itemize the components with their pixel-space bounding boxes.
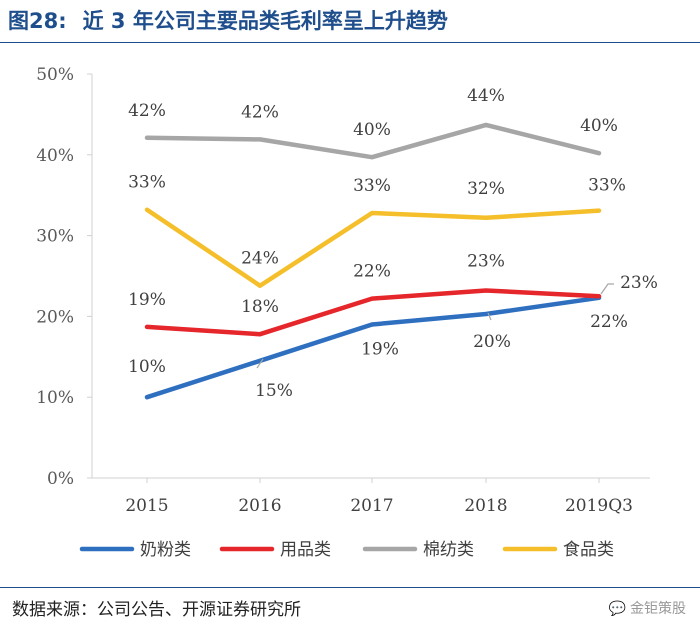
y-tick-label: 20%: [36, 307, 74, 327]
data-label: 23%: [467, 252, 505, 272]
y-tick-label: 40%: [36, 146, 74, 166]
x-tick-label: 2017: [350, 496, 393, 516]
x-tick-label: 2016: [238, 496, 281, 516]
legend-label-4: 食品类: [563, 540, 614, 560]
data-label: 33%: [128, 173, 166, 193]
legend-label-1: 奶粉类: [140, 540, 191, 560]
y-tick-label: 50%: [36, 65, 74, 85]
data-label: 22%: [590, 312, 628, 332]
data-label: 19%: [361, 339, 399, 359]
legend-label-2: 用品类: [280, 540, 331, 560]
data-label: 18%: [241, 297, 279, 317]
x-tick-label: 2015: [125, 496, 168, 516]
data-label: 40%: [353, 120, 391, 140]
data-label: 32%: [467, 179, 505, 199]
data-label: 19%: [128, 290, 166, 310]
y-tick-label: 10%: [36, 388, 74, 408]
footer-divider: [0, 587, 700, 588]
data-label: 20%: [473, 332, 511, 352]
x-tick-label: 2018: [464, 496, 507, 516]
wechat-icon: 💬: [609, 601, 626, 617]
data-label: 10%: [128, 357, 166, 377]
data-label: 42%: [241, 102, 279, 122]
data-label: 44%: [467, 86, 505, 106]
x-tick-label: 2019Q3: [565, 496, 633, 516]
watermark-text: 金钜策股: [630, 601, 686, 617]
data-label: 33%: [588, 176, 626, 196]
line-chart: 0% 10% 20% 30% 40% 50% 2015 2016 2017 2018 2019Q3 1…: [0, 0, 700, 585]
leader-line: [601, 284, 614, 294]
data-label: 23%: [620, 273, 658, 293]
data-label: 22%: [353, 262, 391, 282]
y-tick-label: 0%: [47, 469, 74, 489]
legend-label-3: 棉纺类: [423, 540, 474, 560]
data-label: 15%: [255, 381, 293, 401]
data-label: 33%: [353, 176, 391, 196]
series-line-2: [147, 291, 599, 335]
y-tick-label: 30%: [36, 227, 74, 247]
data-source: 数据来源：公司公告、开源证券研究所: [12, 595, 301, 620]
data-label: 42%: [128, 101, 166, 121]
data-label: 40%: [580, 116, 618, 136]
data-label: 24%: [241, 249, 279, 269]
watermark: 💬 金钜策股: [609, 598, 686, 618]
